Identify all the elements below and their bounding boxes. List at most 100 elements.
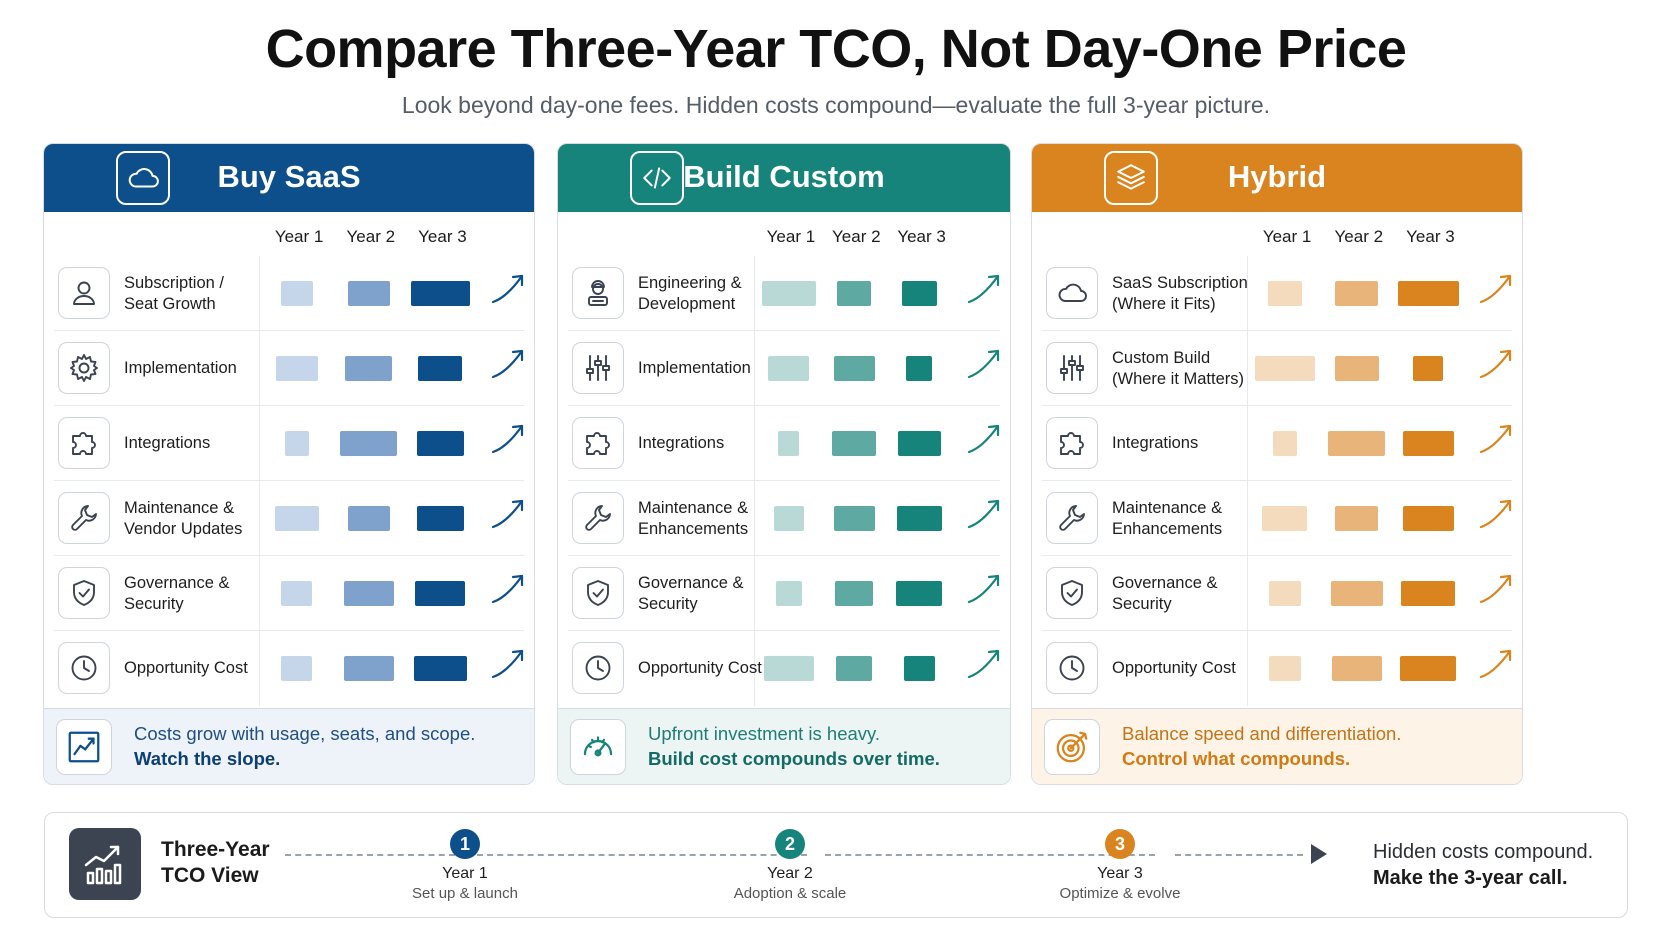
cost-category-label: Maintenance & Vendor Updates <box>124 498 243 538</box>
year-header: Year 3 <box>1406 227 1455 246</box>
cost-category-label: Governance & Security <box>124 573 230 613</box>
cost-row: SaaS Subscription (Where it Fits) <box>1042 256 1512 331</box>
year-3-cost-bar <box>1403 431 1454 456</box>
column-divider <box>259 256 260 330</box>
year-header: Year 1 <box>1262 227 1312 246</box>
year-3-cost-bar <box>414 656 467 681</box>
year-2-cost-bar <box>837 281 871 306</box>
cost-row: Maintenance & Enhancements <box>568 481 1000 556</box>
target-icon <box>1044 719 1100 775</box>
column-divider <box>259 331 260 405</box>
column-divider <box>1247 331 1248 405</box>
column-divider <box>1247 481 1248 555</box>
card-takeaway: Costs grow with usage, seats, and scope.… <box>44 708 534 784</box>
column-divider <box>259 556 260 630</box>
trend-up-arrow-icon <box>1478 347 1514 381</box>
year-1-cost-bar <box>774 506 804 531</box>
year-3-cost-bar <box>411 281 470 306</box>
timeline-dash <box>285 854 455 856</box>
trend-up-arrow-icon <box>1478 572 1514 606</box>
page-title: Compare Three-Year TCO, Not Day-One Pric… <box>265 19 1407 79</box>
column-divider <box>754 556 755 630</box>
year-2-cost-bar <box>1328 431 1385 456</box>
puzzle-icon <box>1046 417 1098 469</box>
year-2-cost-bar <box>834 506 875 531</box>
cost-category-label: Subscription / Seat Growth <box>124 273 224 313</box>
step-number-badge: 2 <box>775 829 805 859</box>
clock-icon <box>1046 642 1098 694</box>
year-1-cost-bar <box>764 656 814 681</box>
step-year: Year 2 <box>767 865 813 882</box>
step-description: Set up & launch <box>412 885 518 902</box>
page-subtitle: Look beyond day-one fees. Hidden costs c… <box>401 92 1271 118</box>
gear-icon <box>58 342 110 394</box>
cost-row: Implementation <box>568 331 1000 406</box>
cost-row: Opportunity Cost <box>54 631 524 706</box>
conclusion-line-1: Hidden costs compound. <box>1373 841 1594 863</box>
timeline-step: 1 Year 1 Set up & launch <box>365 829 565 902</box>
cost-category-label: Opportunity Cost <box>124 659 248 677</box>
year-header-row: Year 1 Year 2 Year 3 <box>44 227 534 257</box>
trend-up-arrow-icon <box>966 272 1002 306</box>
takeaway-line-1: Upfront investment is heavy. <box>648 723 881 744</box>
card-title: Buy SaaS <box>217 159 361 194</box>
year-3-cost-bar <box>415 581 465 606</box>
year-1-cost-bar <box>281 281 313 306</box>
trend-up-arrow-icon <box>966 647 1002 681</box>
cost-row: Custom Build (Where it Matters) <box>1042 331 1512 406</box>
year-header: Year 1 <box>274 227 324 246</box>
year-header: Year 3 <box>418 227 467 246</box>
year-2-cost-bar <box>345 356 392 381</box>
trend-up-arrow-icon <box>490 272 526 306</box>
trend-up-arrow-icon <box>490 347 526 381</box>
year-header: Year 2 <box>832 227 881 246</box>
trend-up-arrow-icon <box>490 572 526 606</box>
cost-category-label: Engineering & Development <box>638 273 742 313</box>
cost-category-label: SaaS Subscription (Where it Fits) <box>1112 273 1248 313</box>
year-3-cost-bar <box>904 656 935 681</box>
year-2-cost-bar <box>348 506 390 531</box>
cost-category-label: Opportunity Cost <box>638 659 762 677</box>
cost-category-label: Implementation <box>638 359 751 377</box>
cost-category-label: Integrations <box>638 434 725 452</box>
timeline-dash <box>1175 854 1303 856</box>
cost-row: Opportunity Cost <box>1042 631 1512 706</box>
step-description: Adoption & scale <box>733 885 847 902</box>
sliders-icon <box>572 342 624 394</box>
year-1-cost-bar <box>276 356 318 381</box>
year-3-cost-bar <box>1401 581 1455 606</box>
takeaway-text: Costs grow with usage, seats, and scope.… <box>134 721 475 771</box>
cost-row: Integrations <box>1042 406 1512 481</box>
shield-icon <box>1046 567 1098 619</box>
trend-up-arrow-icon <box>1478 272 1514 306</box>
trend-chart-icon <box>56 719 112 775</box>
step-year: Year 1 <box>442 865 488 882</box>
takeaway-line-2: Watch the slope. <box>134 748 281 769</box>
wrench-icon <box>58 492 110 544</box>
takeaway-line-1: Costs grow with usage, seats, and scope. <box>134 723 476 744</box>
column-divider <box>1247 256 1248 330</box>
cost-row: Governance & Security <box>1042 556 1512 631</box>
year-3-cost-bar <box>902 281 937 306</box>
year-2-cost-bar <box>1335 506 1378 531</box>
timeline-dash <box>825 854 1155 856</box>
cost-category-label: Integrations <box>1112 434 1199 452</box>
code-icon <box>630 151 684 205</box>
year-2-cost-bar <box>344 581 394 606</box>
puzzle-icon <box>58 417 110 469</box>
column-divider <box>259 406 260 480</box>
cost-category-label: Implementation <box>124 359 237 377</box>
trend-up-arrow-icon <box>490 497 526 531</box>
year-1-cost-bar <box>762 281 816 306</box>
trend-up-arrow-icon <box>966 422 1002 456</box>
year-2-cost-bar <box>832 431 876 456</box>
layers-icon <box>1104 151 1158 205</box>
cost-row: Maintenance & Enhancements <box>1042 481 1512 556</box>
year-1-cost-bar <box>1262 506 1307 531</box>
card-takeaway: Balance speed and differentiation. Contro… <box>1032 708 1522 784</box>
cost-row: Engineering & Development <box>568 256 1000 331</box>
step-number-badge: 3 <box>1105 829 1135 859</box>
timeline-panel: Three-Year TCO View 1 Year 1 Set up & laun… <box>44 812 1628 918</box>
card-header: Build Custom <box>558 144 1010 212</box>
cost-row: Maintenance & Vendor Updates <box>54 481 524 556</box>
